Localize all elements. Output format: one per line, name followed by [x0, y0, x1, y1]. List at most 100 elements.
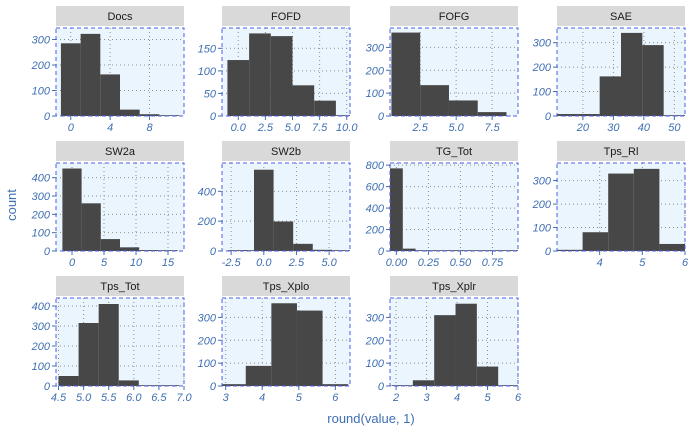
y-tick-label: 100: [198, 358, 217, 370]
histogram-bar: [390, 168, 403, 251]
x-tick-label: 7.5: [484, 122, 500, 134]
y-tick-label: 300: [366, 42, 385, 54]
x-tick-label: 5: [639, 257, 646, 269]
y-tick-label: 100: [533, 87, 552, 99]
y-tick-label: 200: [365, 65, 385, 77]
histogram-bar: [476, 366, 499, 386]
panel-border: [389, 162, 519, 252]
histogram-bar: [138, 385, 159, 386]
histogram-bar: [81, 203, 101, 251]
x-tick-label: 50: [668, 122, 681, 134]
histogram-bar: [420, 85, 449, 116]
facet-panel: Tps_Xplr 0 100 200 300 2 3 4 5 6: [365, 276, 522, 404]
x-tick-label: 0.25: [418, 257, 440, 269]
facet-strip-label: Tps_Xplr: [432, 281, 476, 293]
y-tick-label: 600: [366, 182, 385, 194]
y-tick-label: 0: [545, 246, 552, 258]
y-tick-label: 300: [32, 321, 51, 333]
facet-panel: Tps_Rl 0 100 200 300 4 5 6: [532, 141, 689, 269]
panel-border: [556, 27, 686, 117]
y-tick-label: 200: [532, 199, 552, 211]
x-tick-label: 30: [607, 122, 620, 134]
x-tick-label: 5.0: [321, 257, 337, 269]
x-tick-label: 0: [69, 257, 76, 269]
y-tick-label: 0: [545, 111, 552, 123]
histogram-bar: [434, 315, 456, 386]
x-tick-label: 5.5: [101, 392, 117, 404]
x-tick-label: 0.0: [231, 122, 247, 134]
x-tick-label: 20: [576, 122, 590, 134]
x-tick-label: 0.00: [386, 257, 408, 269]
x-tick-label: 2.5: [288, 257, 305, 269]
histogram-bar: [608, 173, 634, 251]
x-tick-label: 4: [107, 122, 113, 134]
x-tick-label: 4: [597, 257, 603, 269]
histogram-bar: [245, 365, 272, 386]
histogram-bar: [578, 114, 600, 116]
facet-strip-label: SW2a: [105, 146, 136, 158]
x-tick-label: 5: [484, 392, 491, 404]
facet-strip: [56, 141, 184, 161]
facet-strip: [56, 6, 184, 26]
histogram-bar: [312, 249, 333, 251]
facet-panel: Tps_Tot 0 100 200 300 400 4.5 5.0 5.5 6.0 6.5 7.0: [31, 276, 193, 404]
x-tick-label: 5.0: [449, 122, 465, 134]
facet-panel: FOFD 0 50 100 150 0.0 2.5 5.0 7.5 10.0: [198, 6, 358, 134]
histogram-bar: [477, 112, 507, 116]
panel-border: [389, 27, 519, 117]
y-tick-label: 300: [32, 191, 51, 203]
y-tick-label: 200: [31, 60, 51, 72]
y-tick-label: 200: [365, 335, 385, 347]
histogram-bar: [621, 32, 643, 117]
facet-strip: [390, 141, 518, 161]
y-tick-label: 0: [210, 246, 217, 258]
y-tick-label: 0: [210, 111, 217, 123]
x-tick-label: 6: [332, 392, 339, 404]
histogram-bar: [633, 168, 660, 251]
y-tick-label: 400: [366, 203, 385, 215]
histogram-bar: [441, 250, 454, 251]
histogram-bar: [642, 45, 664, 116]
panel-border: [556, 162, 686, 252]
histogram-bar: [98, 304, 119, 386]
y-tick-label: 100: [533, 223, 552, 235]
x-tick-label: 5: [296, 392, 303, 404]
facet-panel: FOFG 0 100 200 300 2.5 5.0 7.5: [365, 6, 519, 134]
histogram-bar: [80, 33, 101, 116]
facet-panel: Tps_Xplo 0 100 200 300 3 4 5 6: [197, 276, 351, 404]
x-tick-label: 6.0: [126, 392, 142, 404]
facet-strip-label: FOFD: [271, 11, 301, 23]
x-tick-label: 5: [101, 257, 108, 269]
x-tick-label: 2.5: [257, 122, 274, 134]
x-tick-label: 4.5: [51, 392, 67, 404]
facet-strip: [557, 141, 685, 161]
histogram-bar: [412, 380, 435, 386]
y-tick-label: 200: [197, 335, 217, 347]
x-tick-label: 6: [682, 257, 689, 269]
histogram-bar: [78, 323, 99, 386]
y-tick-label: 200: [197, 216, 217, 228]
y-tick-label: 100: [366, 88, 385, 100]
panel-border: [55, 162, 185, 252]
x-tick-label: 2.5: [412, 122, 429, 134]
x-tick-label: 10: [130, 257, 143, 269]
histogram-bar: [249, 33, 271, 116]
x-tick-label: 5.0: [76, 392, 92, 404]
x-tick-label: 7.0: [176, 392, 192, 404]
x-tick-label: 0: [68, 122, 75, 134]
histogram-bar: [455, 303, 477, 386]
facet-panel: SW2b 0 200 400 -2.5 0.0 2.5 5.0: [197, 141, 351, 269]
histogram-bar: [582, 232, 609, 251]
x-tick-label: 10.0: [336, 122, 358, 134]
x-tick-label: 4: [259, 392, 265, 404]
y-tick-label: 0: [378, 381, 385, 393]
histogram-bar: [118, 380, 139, 386]
histogram-bar: [314, 100, 336, 116]
facet-panel: SW2a 0 100 200 300 400 0 5 10 15: [31, 141, 185, 269]
histogram-bar: [270, 36, 293, 116]
x-tick-label: 3: [424, 392, 431, 404]
y-tick-label: 0: [378, 246, 385, 258]
x-tick-label: 8: [146, 122, 153, 134]
